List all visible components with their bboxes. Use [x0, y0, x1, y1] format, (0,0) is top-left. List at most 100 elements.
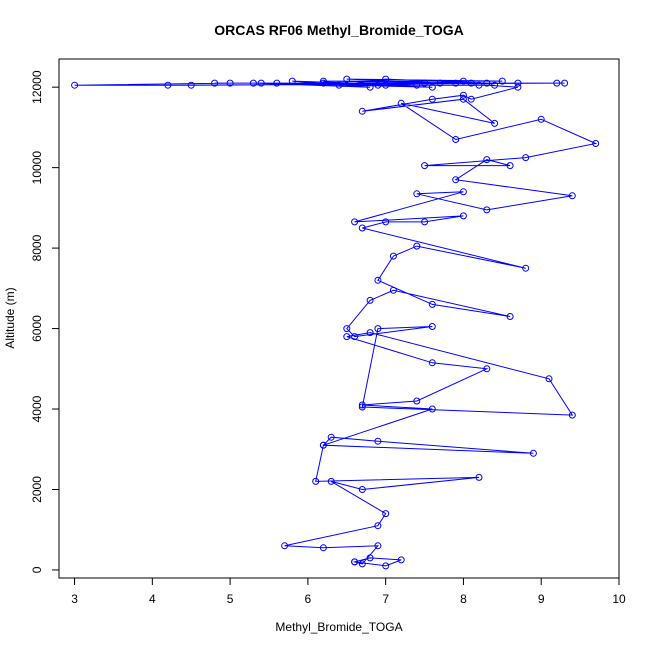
data-point — [428, 83, 436, 91]
data-point — [273, 79, 281, 87]
x-tick-label: 5 — [227, 592, 234, 606]
data-point — [428, 323, 436, 330]
y-tick-label: 12000 — [30, 70, 44, 104]
data-point — [421, 218, 429, 226]
data-point — [319, 441, 327, 449]
data-point — [374, 522, 382, 530]
data-point — [459, 91, 467, 99]
data-point — [436, 79, 444, 87]
x-tick-label: 10 — [612, 592, 626, 606]
data-point — [467, 79, 475, 87]
y-tick-label: 4000 — [30, 395, 44, 422]
data-point — [428, 300, 436, 308]
data-point — [71, 81, 79, 89]
data-point — [452, 136, 460, 143]
data-point — [522, 264, 530, 272]
data-point — [374, 276, 382, 284]
data-point — [483, 156, 491, 164]
data-point — [374, 437, 382, 445]
data-point — [568, 192, 576, 200]
data-point — [249, 79, 257, 87]
data-point — [358, 486, 366, 493]
data-point — [374, 542, 382, 550]
data-point — [421, 162, 429, 170]
data-point — [343, 333, 351, 341]
data-point — [568, 411, 576, 419]
data-point — [459, 95, 467, 103]
x-tick-label: 9 — [538, 592, 545, 606]
data-point — [545, 375, 553, 383]
y-tick-label: 8000 — [30, 234, 44, 261]
data-point — [522, 154, 530, 162]
data-point — [382, 562, 390, 570]
data-point — [319, 79, 327, 87]
data-point — [553, 79, 561, 87]
series-layer — [71, 75, 600, 570]
data-point — [529, 449, 537, 457]
data-point — [491, 119, 499, 127]
data-point — [366, 554, 374, 562]
x-axis-label: Methyl_Bromide_TOGA — [275, 620, 402, 634]
data-point — [467, 95, 475, 103]
data-point — [475, 81, 483, 89]
data-point — [483, 365, 491, 373]
data-point — [281, 542, 289, 550]
data-point — [498, 77, 506, 85]
data-point — [483, 206, 491, 214]
chart-title: ORCAS RF06 Methyl_Bromide_TOGA — [214, 22, 463, 38]
data-point — [374, 81, 382, 89]
data-point — [537, 115, 545, 123]
data-point — [211, 79, 219, 87]
data-point — [491, 81, 499, 89]
data-point — [335, 81, 343, 89]
data-point — [358, 224, 366, 232]
data-point — [483, 79, 491, 87]
series-line — [74, 78, 598, 567]
data-point — [413, 81, 421, 89]
data-point — [452, 176, 460, 184]
data-point — [288, 77, 296, 85]
data-point — [327, 433, 335, 441]
data-point — [366, 83, 374, 91]
data-point — [459, 212, 467, 220]
data-point — [413, 397, 421, 405]
data-point — [351, 218, 359, 226]
data-point — [514, 83, 522, 91]
x-axis: 3 4 5 6 7 8 9 10 — [71, 577, 626, 606]
data-point — [561, 79, 569, 87]
data-point — [358, 560, 366, 568]
data-point — [358, 107, 366, 115]
y-tick-label: 2000 — [30, 476, 44, 503]
data-point — [382, 75, 390, 83]
data-point — [428, 405, 436, 413]
data-point — [257, 79, 265, 87]
data-point — [397, 99, 405, 107]
data-point — [319, 77, 327, 85]
data-point — [351, 333, 359, 341]
data-point — [506, 162, 514, 170]
y-tick-label: 6000 — [30, 315, 44, 342]
data-point — [475, 473, 483, 481]
data-point — [413, 190, 421, 198]
data-point — [343, 325, 351, 333]
x-tick-label: 4 — [149, 592, 156, 606]
data-point — [374, 325, 382, 333]
y-tick-label: 10000 — [30, 151, 44, 185]
data-point — [428, 359, 436, 367]
data-point — [413, 242, 421, 250]
data-point — [366, 329, 374, 337]
x-tick-label: 8 — [460, 592, 467, 606]
data-point — [187, 81, 195, 89]
data-point — [397, 556, 405, 564]
x-tick-label: 6 — [305, 592, 312, 606]
data-point — [592, 140, 600, 147]
data-point — [428, 95, 436, 103]
data-point — [382, 510, 390, 518]
data-point — [343, 75, 351, 83]
data-point — [452, 79, 460, 87]
data-point — [358, 403, 366, 411]
data-point — [351, 558, 359, 566]
